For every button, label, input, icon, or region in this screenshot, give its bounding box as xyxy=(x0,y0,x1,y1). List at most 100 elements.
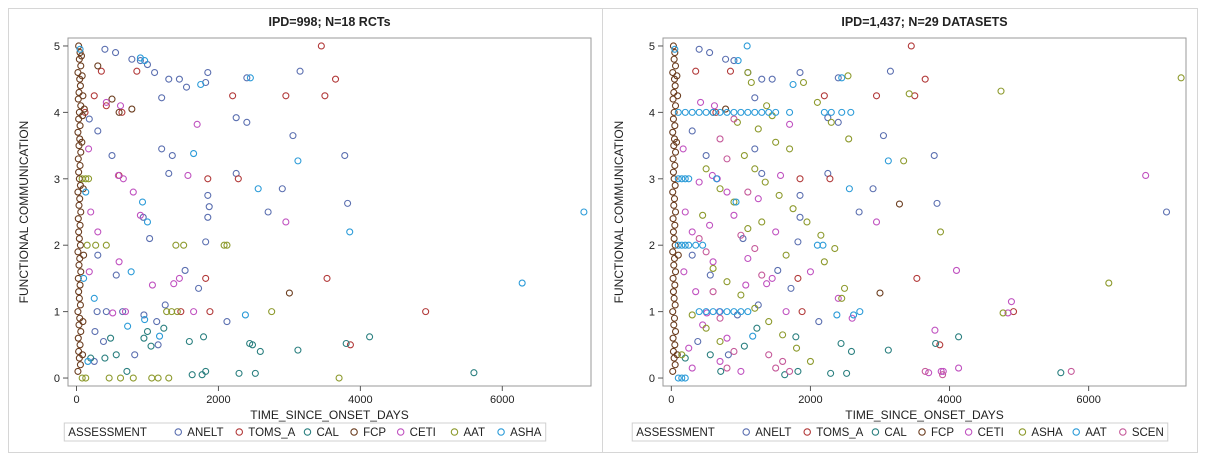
point-scen xyxy=(744,188,752,196)
point-aat xyxy=(884,157,892,165)
point-aat xyxy=(681,241,689,249)
point-asha xyxy=(190,150,198,158)
point-fcp xyxy=(76,301,84,309)
point-cal xyxy=(794,367,802,375)
plot-area-frame xyxy=(662,37,1187,387)
point-anelt xyxy=(289,132,297,140)
point-anelt xyxy=(85,115,93,123)
point-fcp xyxy=(895,200,904,208)
point-ceti xyxy=(114,171,122,180)
point-ceti xyxy=(695,178,703,186)
legend-label: CETI xyxy=(978,427,1004,439)
legend-frame xyxy=(631,422,1169,442)
legend-title: ASSESSMENT xyxy=(636,427,715,439)
point-fcp xyxy=(78,351,87,359)
plot-area-frame xyxy=(67,37,592,387)
point-ceti xyxy=(848,314,856,322)
point-anelt xyxy=(119,308,127,316)
point-aat xyxy=(173,308,181,316)
point-ceti xyxy=(679,145,687,153)
point-ceti xyxy=(737,367,745,375)
point-fcp xyxy=(94,62,102,70)
chart-title: IPD=998; N=18 RCTs xyxy=(268,15,390,29)
point-anelt xyxy=(758,75,766,83)
point-toms-a xyxy=(102,102,110,110)
point-fcp xyxy=(74,308,82,316)
point-ceti xyxy=(688,228,696,236)
point-cal xyxy=(107,334,115,342)
point-ceti xyxy=(175,274,183,282)
point-fcp xyxy=(115,108,123,116)
point-asha xyxy=(127,268,135,276)
point-fcp xyxy=(671,62,680,70)
point-anelt xyxy=(140,311,148,319)
point-aat xyxy=(856,308,864,316)
point-toms-a xyxy=(97,67,105,75)
point-fcp xyxy=(80,251,88,259)
point-ceti xyxy=(952,266,961,274)
point-toms-a xyxy=(346,341,354,349)
point-asha xyxy=(702,165,710,173)
x-tick-label: 4000 xyxy=(348,394,372,406)
point-aat xyxy=(827,108,835,116)
y-tick-label: 2 xyxy=(54,240,60,252)
point-ceti xyxy=(681,208,689,216)
legend-marker xyxy=(1018,428,1027,436)
point-asha xyxy=(840,284,849,292)
point-toms-a xyxy=(202,274,210,282)
point-asha xyxy=(737,291,745,299)
point-cal xyxy=(147,342,155,350)
point-fcp xyxy=(669,215,677,223)
point-scen xyxy=(716,135,724,143)
point-asha xyxy=(900,157,908,165)
point-fcp xyxy=(671,161,679,170)
point-scen xyxy=(723,364,731,372)
point-fcp xyxy=(75,42,83,50)
point-anelt xyxy=(161,301,169,309)
point-cal xyxy=(884,346,892,354)
point-aat xyxy=(83,241,91,249)
y-axis-label: FUNCTIONAL COMMUNICATION xyxy=(17,121,31,304)
point-asha xyxy=(716,185,724,193)
legend-marker xyxy=(1072,428,1080,436)
legend-marker xyxy=(235,428,244,436)
point-fcp xyxy=(669,95,677,103)
point-anelt xyxy=(136,57,144,65)
point-fcp xyxy=(75,261,83,269)
x-tick-label: 2000 xyxy=(798,394,822,406)
point-aat xyxy=(172,241,180,249)
point-aat xyxy=(765,108,773,116)
point-fcp xyxy=(76,241,84,249)
point-fcp xyxy=(722,105,730,113)
point-fcp xyxy=(74,274,82,282)
point-asha xyxy=(827,118,835,126)
point-cal xyxy=(185,337,193,346)
legend-label: ANELT xyxy=(755,427,791,439)
point-aat xyxy=(681,108,689,116)
point-aat xyxy=(674,374,682,382)
point-fcp xyxy=(76,122,84,130)
point-anelt xyxy=(751,145,759,153)
point-scen xyxy=(716,314,724,322)
point-cal xyxy=(143,327,152,336)
point-anelt xyxy=(204,213,212,221)
y-tick-label: 3 xyxy=(54,174,60,186)
point-scen xyxy=(779,357,787,365)
y-tick-label: 0 xyxy=(649,373,655,385)
point-ceti xyxy=(115,258,123,266)
point-fcp xyxy=(77,208,85,216)
point-ceti xyxy=(937,367,945,375)
point-fcp xyxy=(670,235,678,243)
point-asha xyxy=(999,309,1007,317)
point-toms-a xyxy=(317,42,325,50)
point-aat xyxy=(223,241,231,249)
point-ceti xyxy=(872,218,881,226)
scatter-chart-right: IPD=1,437; N=29 DATASETS 0 2000 4000 6000 0 1 2… xyxy=(612,15,1187,442)
x-tick-label: 0 xyxy=(668,394,674,406)
point-cal xyxy=(932,339,940,348)
point-aat xyxy=(685,175,693,183)
legend-marker xyxy=(450,428,459,436)
point-ceti xyxy=(688,364,696,372)
point-asha xyxy=(799,78,808,87)
point-ceti xyxy=(1004,309,1012,317)
